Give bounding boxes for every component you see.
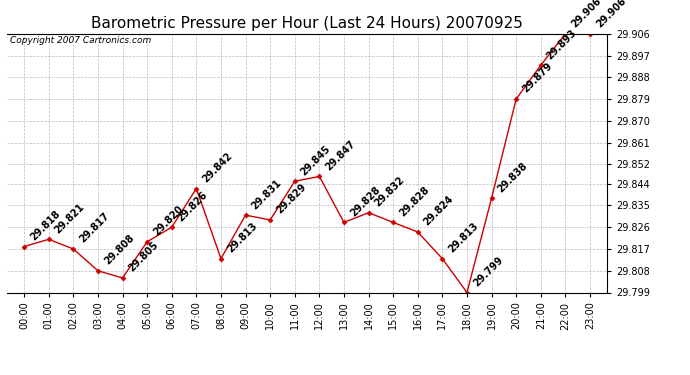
Text: 29.842: 29.842 xyxy=(201,151,234,184)
Text: 29.831: 29.831 xyxy=(250,177,284,211)
Text: 29.818: 29.818 xyxy=(28,209,62,242)
Text: 29.820: 29.820 xyxy=(151,204,185,237)
Text: 29.838: 29.838 xyxy=(495,160,529,194)
Text: 29.828: 29.828 xyxy=(348,184,382,218)
Title: Barometric Pressure per Hour (Last 24 Hours) 20070925: Barometric Pressure per Hour (Last 24 Ho… xyxy=(91,16,523,31)
Text: 29.813: 29.813 xyxy=(446,221,480,255)
Text: 29.821: 29.821 xyxy=(53,201,86,235)
Text: 29.829: 29.829 xyxy=(275,182,308,216)
Text: 29.808: 29.808 xyxy=(102,233,136,267)
Text: 29.817: 29.817 xyxy=(77,211,111,245)
Text: 29.805: 29.805 xyxy=(127,240,160,274)
Text: 29.847: 29.847 xyxy=(324,139,357,172)
Text: 29.824: 29.824 xyxy=(422,194,455,228)
Text: 29.826: 29.826 xyxy=(176,189,210,223)
Text: 29.832: 29.832 xyxy=(373,175,406,208)
Text: 29.799: 29.799 xyxy=(471,255,504,288)
Text: 29.893: 29.893 xyxy=(545,27,579,61)
Text: 29.906: 29.906 xyxy=(594,0,628,30)
Text: 29.813: 29.813 xyxy=(225,221,259,255)
Text: 29.906: 29.906 xyxy=(569,0,603,30)
Text: 29.845: 29.845 xyxy=(299,143,333,177)
Text: 29.879: 29.879 xyxy=(520,61,554,95)
Text: 29.828: 29.828 xyxy=(397,184,431,218)
Text: Copyright 2007 Cartronics.com: Copyright 2007 Cartronics.com xyxy=(10,36,151,45)
